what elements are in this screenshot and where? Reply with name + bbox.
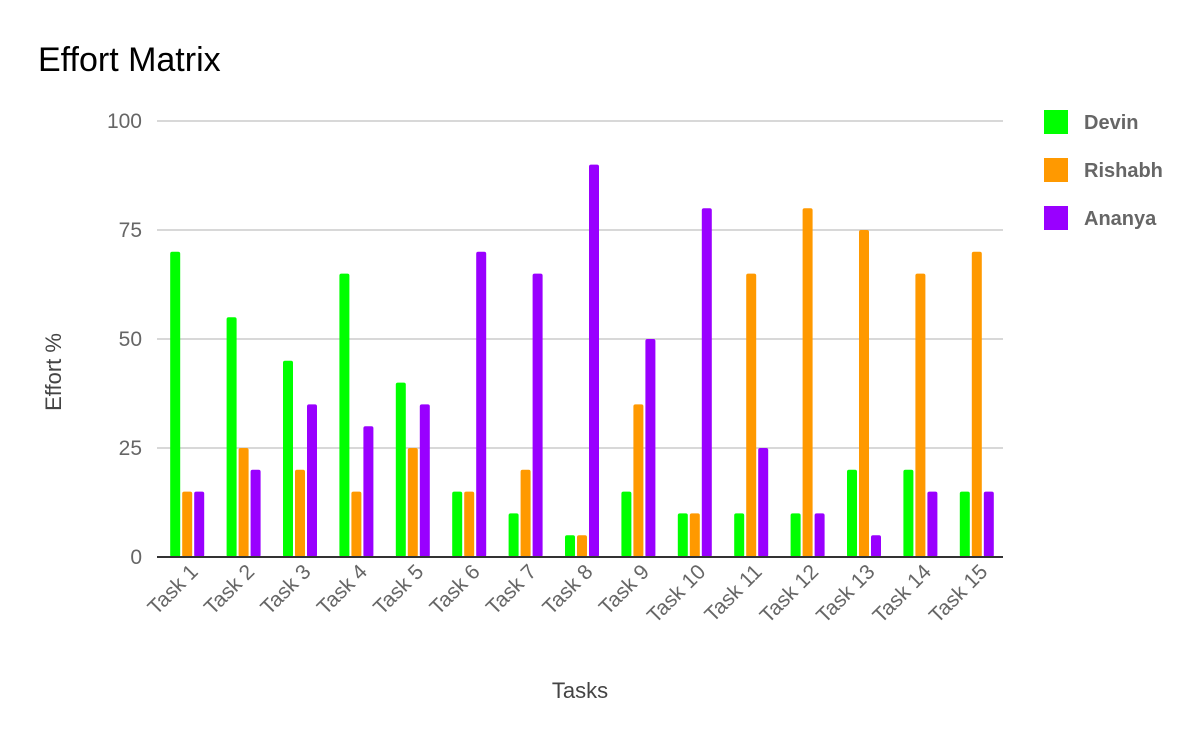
bar-devin-10 — [677, 513, 688, 557]
x-tick-label: Task 6 — [426, 560, 485, 619]
bar-rishabh-5 — [407, 448, 418, 557]
bar-devin-8 — [565, 535, 575, 557]
bar-rishabh-6 — [464, 491, 475, 557]
x-tick-label: Task 13 — [812, 560, 879, 627]
bar-devin-4 — [339, 273, 350, 557]
x-tick-label: Task 7 — [482, 560, 541, 619]
bar-ananya-10 — [701, 208, 712, 557]
bar-rishabh-13 — [859, 230, 869, 557]
x-tick-label: Task 8 — [538, 560, 597, 619]
x-tick-label: Task 12 — [756, 560, 823, 627]
y-tick-label: 25 — [119, 437, 142, 460]
bar-rishabh-4 — [351, 491, 362, 557]
bar-ananya-11 — [758, 448, 769, 557]
bar-ananya-14 — [927, 491, 938, 557]
bar-devin-11 — [734, 513, 745, 557]
bar-ananya-1 — [194, 491, 205, 557]
bar-devin-13 — [847, 469, 857, 557]
y-tick-label: 100 — [107, 110, 142, 133]
bar-rishabh-11 — [746, 273, 757, 557]
bar-devin-15 — [959, 491, 970, 557]
bar-rishabh-12 — [802, 208, 813, 557]
bar-devin-5 — [395, 382, 406, 557]
x-tick-label: Task 4 — [313, 560, 372, 619]
y-axis-ticks: 0 25 50 75 100 — [107, 110, 142, 569]
bar-ananya-5 — [419, 404, 430, 557]
x-tick-label: Task 10 — [643, 560, 710, 627]
bar-ananya-4 — [363, 426, 374, 557]
bar-rishabh-15 — [971, 251, 982, 558]
x-tick-label: Task 15 — [925, 560, 992, 627]
y-tick-label: 75 — [119, 219, 142, 242]
bar-devin-14 — [903, 469, 914, 557]
x-tick-label: Task 5 — [369, 560, 428, 619]
legend: Devin Rishabh Ananya — [1044, 110, 1163, 230]
bars — [170, 164, 994, 558]
bar-ananya-9 — [645, 339, 656, 557]
bar-ananya-7 — [532, 273, 543, 557]
y-tick-label: 50 — [119, 328, 142, 351]
chart-title: Effort Matrix — [38, 41, 221, 79]
legend-label-ananya: Ananya — [1084, 208, 1157, 230]
bar-rishabh-7 — [520, 469, 531, 557]
legend-label-devin: Devin — [1084, 112, 1138, 134]
bar-devin-7 — [508, 513, 519, 557]
x-tick-label: Task 3 — [256, 560, 315, 619]
bar-ananya-6 — [476, 251, 487, 558]
bar-ananya-2 — [250, 469, 261, 557]
bar-devin-12 — [790, 513, 801, 557]
bar-ananya-13 — [871, 535, 881, 557]
legend-swatch-rishabh — [1044, 158, 1068, 182]
x-tick-label: Task 2 — [200, 560, 259, 619]
bar-devin-1 — [170, 251, 181, 558]
bar-rishabh-2 — [238, 448, 249, 557]
y-tick-label: 0 — [130, 546, 142, 569]
bar-ananya-12 — [814, 513, 825, 557]
x-tick-label: Task 11 — [700, 560, 766, 626]
x-tick-label: Task 1 — [144, 560, 203, 619]
legend-label-rishabh: Rishabh — [1084, 160, 1163, 182]
legend-swatch-devin — [1044, 110, 1068, 134]
bar-devin-6 — [452, 491, 463, 557]
bar-devin-2 — [226, 317, 237, 557]
bar-rishabh-9 — [633, 404, 644, 557]
bar-devin-9 — [621, 491, 632, 557]
x-tick-label: Task 14 — [868, 560, 936, 628]
bar-devin-3 — [283, 360, 293, 557]
bar-ananya-3 — [307, 404, 317, 557]
bar-rishabh-10 — [689, 513, 700, 557]
legend-swatch-ananya — [1044, 206, 1068, 230]
x-axis-title: Tasks — [552, 678, 608, 703]
bar-ananya-8 — [589, 164, 599, 557]
bar-rishabh-1 — [182, 491, 193, 557]
bar-ananya-15 — [983, 491, 994, 557]
bar-rishabh-8 — [577, 535, 587, 557]
y-axis-title: Effort % — [41, 333, 66, 411]
bar-rishabh-3 — [295, 469, 305, 557]
bar-rishabh-14 — [915, 273, 926, 557]
